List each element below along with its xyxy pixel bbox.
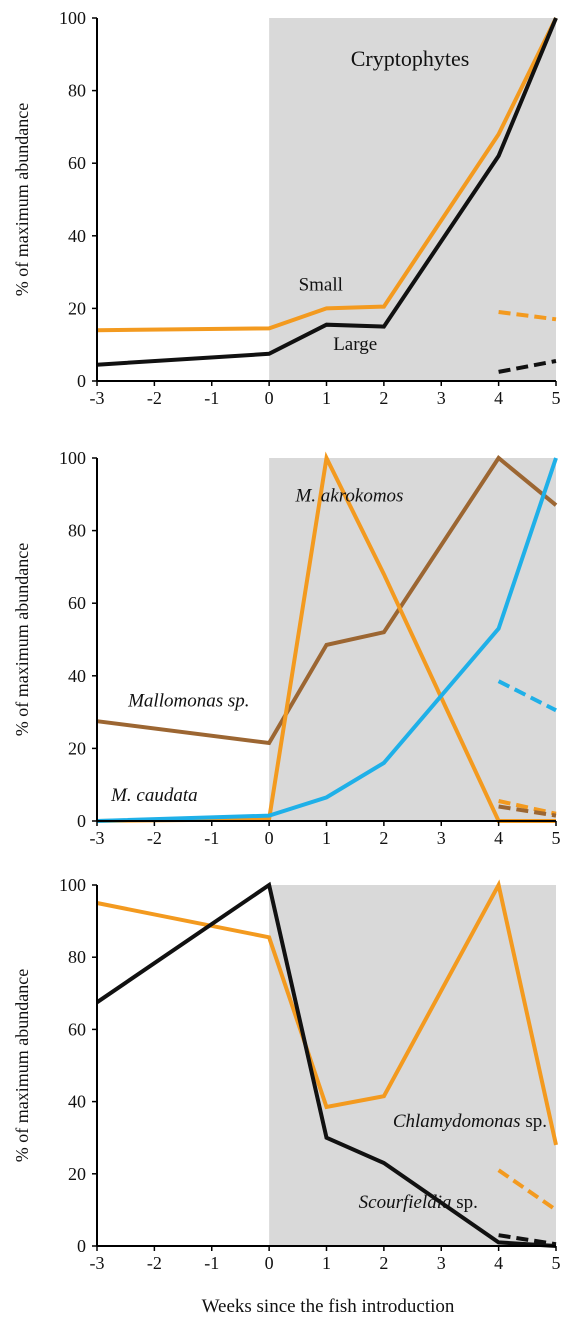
annotation-label: Scourfieldia sp. <box>359 1192 478 1213</box>
y-tick-label: 60 <box>68 1019 86 1039</box>
series-line-scourfieldia-sp-line <box>95 881 557 1248</box>
series-line-small-line <box>96 17 558 333</box>
y-tick-label: 20 <box>68 738 86 758</box>
x-tick-label: 0 <box>265 388 274 408</box>
x-tick-label: 5 <box>552 828 561 848</box>
x-tick-label: -3 <box>90 828 105 848</box>
x-tick-label: 0 <box>265 1253 274 1273</box>
y-tick-label: 80 <box>68 81 86 101</box>
chart-panel-2: 0 20 40 60 80 100 -3 -2 -1 0 1 2 3 4 5 % of maximum abu… <box>12 448 561 848</box>
chart-title: Cryptophytes <box>351 46 470 71</box>
annotation-label: M. akrokomos <box>294 486 403 507</box>
y-axis-label: % of maximum abundance <box>12 969 32 1162</box>
x-tick-label: -3 <box>90 1253 105 1273</box>
x-tick-label: 5 <box>552 388 561 408</box>
y-tick-label: 0 <box>77 371 86 391</box>
y-tick-label: 100 <box>59 8 86 28</box>
series-line-dashed-blue-line <box>497 679 557 713</box>
annotation-label: Mallomonas sp. <box>127 691 249 712</box>
x-tick-label: 1 <box>322 828 331 848</box>
series-line-dashed-orange-line <box>497 1168 558 1212</box>
series-line-dashed-black-line <box>498 359 557 374</box>
x-tick-label: 0 <box>265 828 274 848</box>
annotation-label: Chlamydomonas sp. <box>393 1111 547 1132</box>
y-tick-label: 20 <box>68 298 86 318</box>
x-tick-label: 2 <box>379 828 388 848</box>
y-tick-label: 60 <box>68 593 86 613</box>
series-line-large-line <box>96 17 558 367</box>
chart-panel-3: 0 20 40 60 80 100 -3 -2 -1 0 1 2 3 4 5 % of maximum abu… <box>12 875 561 1273</box>
series-line-dashed-orange-line <box>498 310 557 322</box>
x-tick-label: -1 <box>204 388 219 408</box>
x-axis-label: Weeks since the fish introduction <box>202 1296 455 1317</box>
x-tick-label: 4 <box>494 388 503 408</box>
series-line-mallomonas-sp-line <box>96 455 558 746</box>
shaded-region <box>269 885 556 1246</box>
x-tick-label: -1 <box>204 828 219 848</box>
series-line-dashed-black-line <box>498 1233 557 1247</box>
x-tick-label: 1 <box>322 388 331 408</box>
y-tick-label: 0 <box>77 811 86 831</box>
x-tick-label: 4 <box>494 1253 503 1273</box>
y-tick-label: 40 <box>68 226 86 246</box>
y-axis-label: % of maximum abundance <box>12 543 32 736</box>
x-tick-label: 2 <box>379 1253 388 1273</box>
y-tick-label: 100 <box>59 875 86 895</box>
y-axis-label: % of maximum abundance <box>12 103 32 296</box>
x-tick-label: -3 <box>90 388 105 408</box>
series-line-chlamydomonas-sp-line <box>96 879 558 1146</box>
annotation-label: M. caudata <box>110 785 198 806</box>
y-tick-label: 60 <box>68 153 86 173</box>
y-tick-label: 80 <box>68 947 86 967</box>
y-tick-label: 40 <box>68 1092 86 1112</box>
x-tick-label: -2 <box>147 1253 162 1273</box>
annotation-label: Small <box>299 274 343 295</box>
x-tick-label: -1 <box>204 1253 219 1273</box>
x-tick-label: 3 <box>437 1253 446 1273</box>
y-tick-label: 100 <box>59 448 86 468</box>
y-tick-label: 80 <box>68 521 86 541</box>
series-line-dashed-brown-line <box>498 804 557 818</box>
shaded-region <box>269 18 556 381</box>
x-tick-label: 3 <box>437 388 446 408</box>
annotation-label: Large <box>333 334 377 355</box>
chart-panel-1: 0 20 40 60 80 100 -3 -2 -1 0 1 2 3 4 5 % of maximum abu… <box>12 8 561 408</box>
x-tick-label: 3 <box>437 828 446 848</box>
x-tick-label: 5 <box>552 1253 561 1273</box>
x-tick-label: 4 <box>494 828 503 848</box>
x-tick-label: -2 <box>147 828 162 848</box>
y-tick-label: 20 <box>68 1164 86 1184</box>
x-tick-label: 2 <box>379 388 388 408</box>
x-tick-label: -2 <box>147 388 162 408</box>
y-tick-label: 0 <box>77 1236 86 1256</box>
x-tick-label: 1 <box>322 1253 331 1273</box>
y-tick-label: 40 <box>68 666 86 686</box>
series-line-m-caudata-line <box>96 457 558 823</box>
series-line-dashed-orange-line <box>498 799 557 816</box>
